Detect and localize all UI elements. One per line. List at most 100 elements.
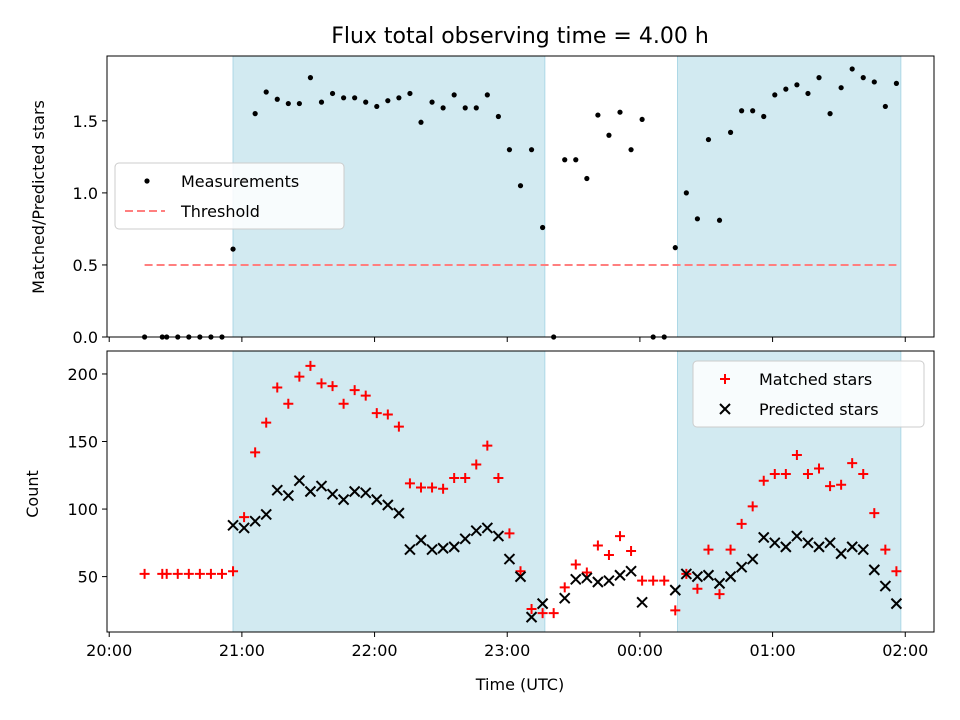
- bottom-predicted-stars-point-21: [448, 541, 460, 553]
- bottom-predicted-stars-point-4: [260, 508, 272, 521]
- bottom-matched-stars-point-15: [294, 371, 305, 382]
- bottom-matched-stars-point-14: [283, 398, 294, 409]
- bottom-matched-stars-point-43: [603, 549, 614, 560]
- bottom-x-tick-label-3: 22:00: [352, 641, 398, 660]
- bottom-predicted-stars-point-33: [592, 576, 604, 588]
- bottom-predicted-stars-point-11: [337, 493, 350, 506]
- top-measurements-point-63: [827, 111, 833, 117]
- bottom-x-tick-label-5: 00:00: [617, 641, 663, 660]
- bottom-predicted-stars-point-28: [525, 611, 538, 623]
- bottom-matched-stars-point-67: [869, 508, 880, 519]
- bottom-matched-stars-point-31: [471, 459, 482, 470]
- bottom-axes-frame: [106, 350, 935, 633]
- top-measurements-point-49: [672, 245, 678, 251]
- bottom-y-tick-label-4: 200: [67, 365, 98, 384]
- bottom-predicted-stars-point-52: [824, 537, 836, 549]
- top-measurements-point-32: [484, 92, 490, 98]
- bottom-matched-stars-point-24: [393, 421, 404, 432]
- top-measurements-point-43: [606, 132, 612, 138]
- top-panel: 0.0 0.5 1.0 1.5 Measurements Threshold: [73, 55, 935, 347]
- bottom-matched-stars-point-53: [714, 589, 725, 600]
- top-measurements-point-67: [871, 79, 877, 85]
- bottom-matched-stars-point-18: [327, 381, 338, 392]
- bottom-matched-stars-point-20: [349, 385, 360, 396]
- top-measurements-point-18: [329, 90, 336, 97]
- bottom-predicted-stars-point-30: [559, 592, 571, 604]
- bottom-matched-stars-point-38: [548, 608, 559, 619]
- bottom-predicted-stars-point-58: [890, 597, 903, 610]
- top-measurements-point-34: [506, 147, 513, 153]
- bottom-predicted-stars-point-27: [514, 570, 527, 583]
- bottom-predicted-stars-point-7: [293, 474, 306, 487]
- top-measurements-point-30: [462, 105, 468, 111]
- bottom-predicted-stars-point-15: [382, 499, 394, 511]
- bottom-predicted-stars-point-17: [404, 543, 416, 556]
- top-measurements-point-12: [263, 89, 269, 95]
- bottom-matched-stars-point-10: [239, 512, 250, 523]
- top-measurements-point-22: [374, 103, 380, 110]
- top-measurements-point-59: [783, 86, 789, 92]
- bottom-matched-stars-point-1: [139, 568, 150, 579]
- bottom-matched-stars-point-40: [570, 559, 581, 570]
- top-measurements-point-40: [573, 157, 579, 163]
- bottom-predicted-stars-point-25: [492, 530, 505, 542]
- top-measurements-point-66: [860, 75, 866, 81]
- bottom-predicted-stars-point-1: [227, 519, 239, 531]
- bottom-matched-stars-point-63: [825, 481, 836, 492]
- bottom-matched-stars-point-66: [858, 468, 869, 479]
- bottom-predicted-stars-point-32: [581, 572, 593, 584]
- bottom-predicted-stars-point-50: [802, 537, 814, 549]
- bottom-matched-stars-point-30: [460, 472, 471, 483]
- bottom-matched-stars-point-39: [559, 582, 570, 593]
- top-measurements-point-29: [451, 92, 457, 98]
- top-legend: Measurements Threshold: [114, 162, 345, 230]
- bottom-x-tick-label-7: 02:00: [882, 641, 928, 660]
- top-measurements-point-62: [816, 75, 822, 81]
- top-measurements-point-11: [252, 111, 258, 117]
- top-measurements-point-14: [285, 100, 291, 107]
- top-measurements-point-60: [794, 82, 800, 88]
- bottom-predicted-stars-point-46: [758, 531, 770, 544]
- bottom-predicted-stars-point-54: [846, 541, 858, 553]
- bottom-matched-stars-point-36: [526, 604, 537, 615]
- bottom-y-tick-label-3: 150: [67, 433, 98, 452]
- bottom-predicted-stars-point-44: [735, 561, 748, 573]
- bottom-matched-stars-point-11: [250, 447, 261, 458]
- top-measurements-point-57: [761, 113, 767, 120]
- bottom-matched-stars-point-8: [216, 568, 227, 579]
- bottom-matched-stars-point-34: [504, 528, 515, 539]
- top-y-tick-label-1: 0.0: [73, 328, 98, 347]
- bottom-predicted-stars-point-18: [415, 534, 427, 546]
- top-measurements-point-35: [517, 183, 524, 189]
- bottom-matched-stars-point-52: [703, 544, 714, 555]
- top-legend-threshold-label: Threshold: [180, 202, 260, 221]
- bottom-predicted-stars-point-24: [481, 522, 494, 534]
- top-measurements-point-9: [230, 246, 236, 252]
- top-measurements-point-37: [540, 224, 546, 231]
- bottom-matched-stars-point-62: [814, 463, 825, 474]
- bottom-predicted-stars-point-13: [360, 487, 372, 499]
- top-measurements-point-64: [838, 85, 844, 91]
- top-axes-frame: [106, 55, 935, 338]
- top-measurements-point-16: [307, 75, 314, 81]
- bottom-predicted-stars-point-22: [459, 533, 471, 545]
- bottom-matched-stars-point-32: [482, 440, 493, 451]
- bottom-predicted-stars-point-19: [426, 543, 438, 556]
- top-measurements-point-15: [296, 100, 302, 107]
- bottom-predicted-stars-point-51: [813, 541, 825, 553]
- top-measurements-point-46: [639, 116, 645, 123]
- bottom-matched-stars-point-51: [692, 583, 703, 594]
- top-y-axis-label: Matched/Predicted stars: [29, 100, 48, 294]
- bottom-predicted-stars-point-35: [614, 569, 626, 581]
- bottom-matched-stars-point-27: [427, 482, 438, 493]
- bottom-predicted-stars-point-34: [603, 574, 615, 587]
- bottom-predicted-stars-point-57: [879, 580, 892, 592]
- top-measurements-point-19: [341, 95, 347, 101]
- top-measurements-point-50: [683, 190, 689, 196]
- bottom-matched-stars-point-54: [725, 544, 736, 555]
- bottom-matched-stars-point-25: [404, 478, 415, 489]
- bottom-y-tick-label-2: 100: [67, 500, 98, 519]
- bottom-matched-stars-point-9: [228, 566, 239, 577]
- bottom-predicted-stars-point-31: [570, 573, 582, 586]
- bottom-predicted-stars-point-47: [769, 537, 781, 549]
